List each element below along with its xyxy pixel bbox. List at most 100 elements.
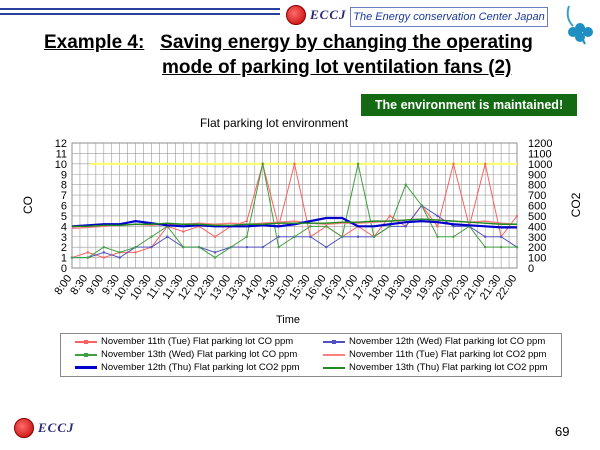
legend-swatch xyxy=(323,366,345,369)
series-point-1 xyxy=(452,162,455,166)
series-point-2 xyxy=(309,235,312,238)
legend-marker xyxy=(332,339,336,344)
series-point-3 xyxy=(261,162,264,166)
series-point-2 xyxy=(452,225,455,228)
series-point-3 xyxy=(356,162,360,166)
series-point-3 xyxy=(309,225,312,228)
y-left-tick-label: 5 xyxy=(61,211,67,223)
x-axis-label: Time xyxy=(276,314,300,326)
y-right-tick-label: 600 xyxy=(528,201,546,213)
series-point-3 xyxy=(197,245,201,249)
series-point-2 xyxy=(166,235,169,238)
series-point-3 xyxy=(499,245,503,249)
organization-name: The Energy conservation Center Japan xyxy=(350,7,548,27)
series-point-3 xyxy=(293,235,296,238)
series-point-3 xyxy=(436,235,439,238)
y-left-tick-label: 2 xyxy=(61,242,67,254)
series-point-3 xyxy=(134,245,137,249)
y-right-tick-label: 1000 xyxy=(528,159,552,171)
y-right-tick-label: 0 xyxy=(528,263,534,275)
series-point-2 xyxy=(150,245,153,249)
series-point-1 xyxy=(436,225,439,228)
series-point-2 xyxy=(102,251,105,254)
series-point-3 xyxy=(404,183,407,186)
legend-label: November 12th (Wed) Flat parking lot CO … xyxy=(349,336,546,347)
legend-item: November 11th (Tue) Flat parking lot CO2… xyxy=(323,349,546,360)
legend-label: November 13th (Wed) Flat parking lot CO … xyxy=(101,349,298,360)
legend-label: November 12th (Thu) Flat parking lot CO2… xyxy=(101,362,300,373)
series-line-6 xyxy=(72,218,517,228)
y-axis-right-label: CO2 xyxy=(569,192,583,217)
chart-title: Flat parking lot environment xyxy=(199,116,349,130)
series-point-2 xyxy=(277,235,280,238)
title-prefix: Example 4: xyxy=(44,32,145,53)
y-left-tick-label: 3 xyxy=(61,232,67,244)
series-point-2 xyxy=(404,225,407,228)
chart-legend: November 11th (Tue) Flat parking lot CO … xyxy=(60,333,562,377)
series-point-2 xyxy=(499,235,503,238)
footer-logo-icon xyxy=(14,418,34,438)
series-point-2 xyxy=(118,256,121,259)
status-badge: The environment is maintained! xyxy=(361,94,577,116)
legend-item: November 13th (Wed) Flat parking lot CO … xyxy=(75,349,297,360)
chart-series xyxy=(70,161,519,259)
legend-label: November 13th (Thu) Flat parking lot CO2… xyxy=(349,362,548,373)
series-point-1 xyxy=(484,162,487,166)
chart-grid xyxy=(71,142,518,269)
footer-logo: ECCJ xyxy=(14,418,75,438)
y-left-tick-label: 1 xyxy=(61,253,67,265)
series-point-3 xyxy=(515,245,519,249)
y-right-tick-label: 200 xyxy=(528,242,546,254)
y-right-tick-label: 100 xyxy=(528,253,546,265)
series-point-1 xyxy=(86,251,90,254)
clover-icon xyxy=(566,5,593,45)
series-point-1 xyxy=(515,214,519,218)
y-right-tick-label: 300 xyxy=(528,232,546,244)
y-right-tick-label: 700 xyxy=(528,190,546,202)
series-point-2 xyxy=(356,235,360,238)
legend-label: November 11th (Tue) Flat parking lot CO … xyxy=(101,336,294,347)
y-right-tick-label: 1200 xyxy=(528,138,552,150)
page-number: 69 xyxy=(555,424,570,439)
y-left-tick-label: 9 xyxy=(61,169,67,181)
y-right-tick-label: 800 xyxy=(528,180,546,192)
series-point-1 xyxy=(293,162,296,166)
series-point-3 xyxy=(102,245,105,249)
y-left-tick-label: 0 xyxy=(61,263,67,275)
series-point-3 xyxy=(340,235,344,238)
series-point-3 xyxy=(182,245,185,249)
series-point-3 xyxy=(213,256,217,259)
y-left-tick-label: 6 xyxy=(61,201,67,213)
y-left-tick-label: 7 xyxy=(61,190,67,202)
y-left-tick-label: 8 xyxy=(61,180,67,192)
legend-item: November 11th (Tue) Flat parking lot CO … xyxy=(75,336,293,347)
y-right-tick-label: 1100 xyxy=(528,148,552,160)
legend-swatch xyxy=(323,339,345,344)
series-point-3 xyxy=(388,225,392,228)
series-point-1 xyxy=(134,251,137,254)
legend-swatch xyxy=(75,366,97,369)
legend-swatch xyxy=(323,353,345,356)
legend-marker xyxy=(84,339,88,344)
series-point-3 xyxy=(150,235,153,238)
series-point-1 xyxy=(102,256,105,259)
eccj-logo: ECCJ xyxy=(286,5,347,25)
series-point-2 xyxy=(484,235,487,238)
series-point-3 xyxy=(452,235,455,238)
series-point-1 xyxy=(245,219,249,223)
x-axis: 8:008:309:009:3010:0010:3011:0011:3012:0… xyxy=(52,273,519,302)
series-point-3 xyxy=(70,256,74,259)
footer-logo-text: ECCJ xyxy=(38,420,75,435)
eccj-logo-icon xyxy=(286,5,306,25)
series-point-1 xyxy=(182,230,185,233)
series-point-3 xyxy=(229,245,233,249)
legend-item: November 12th (Thu) Flat parking lot CO2… xyxy=(75,362,300,373)
y-axis-left-label: CO xyxy=(21,196,35,214)
y-left-tick-label: 12 xyxy=(55,138,67,150)
series-point-3 xyxy=(420,204,423,207)
y-right-tick-label: 500 xyxy=(528,211,546,223)
series-point-3 xyxy=(484,245,487,249)
